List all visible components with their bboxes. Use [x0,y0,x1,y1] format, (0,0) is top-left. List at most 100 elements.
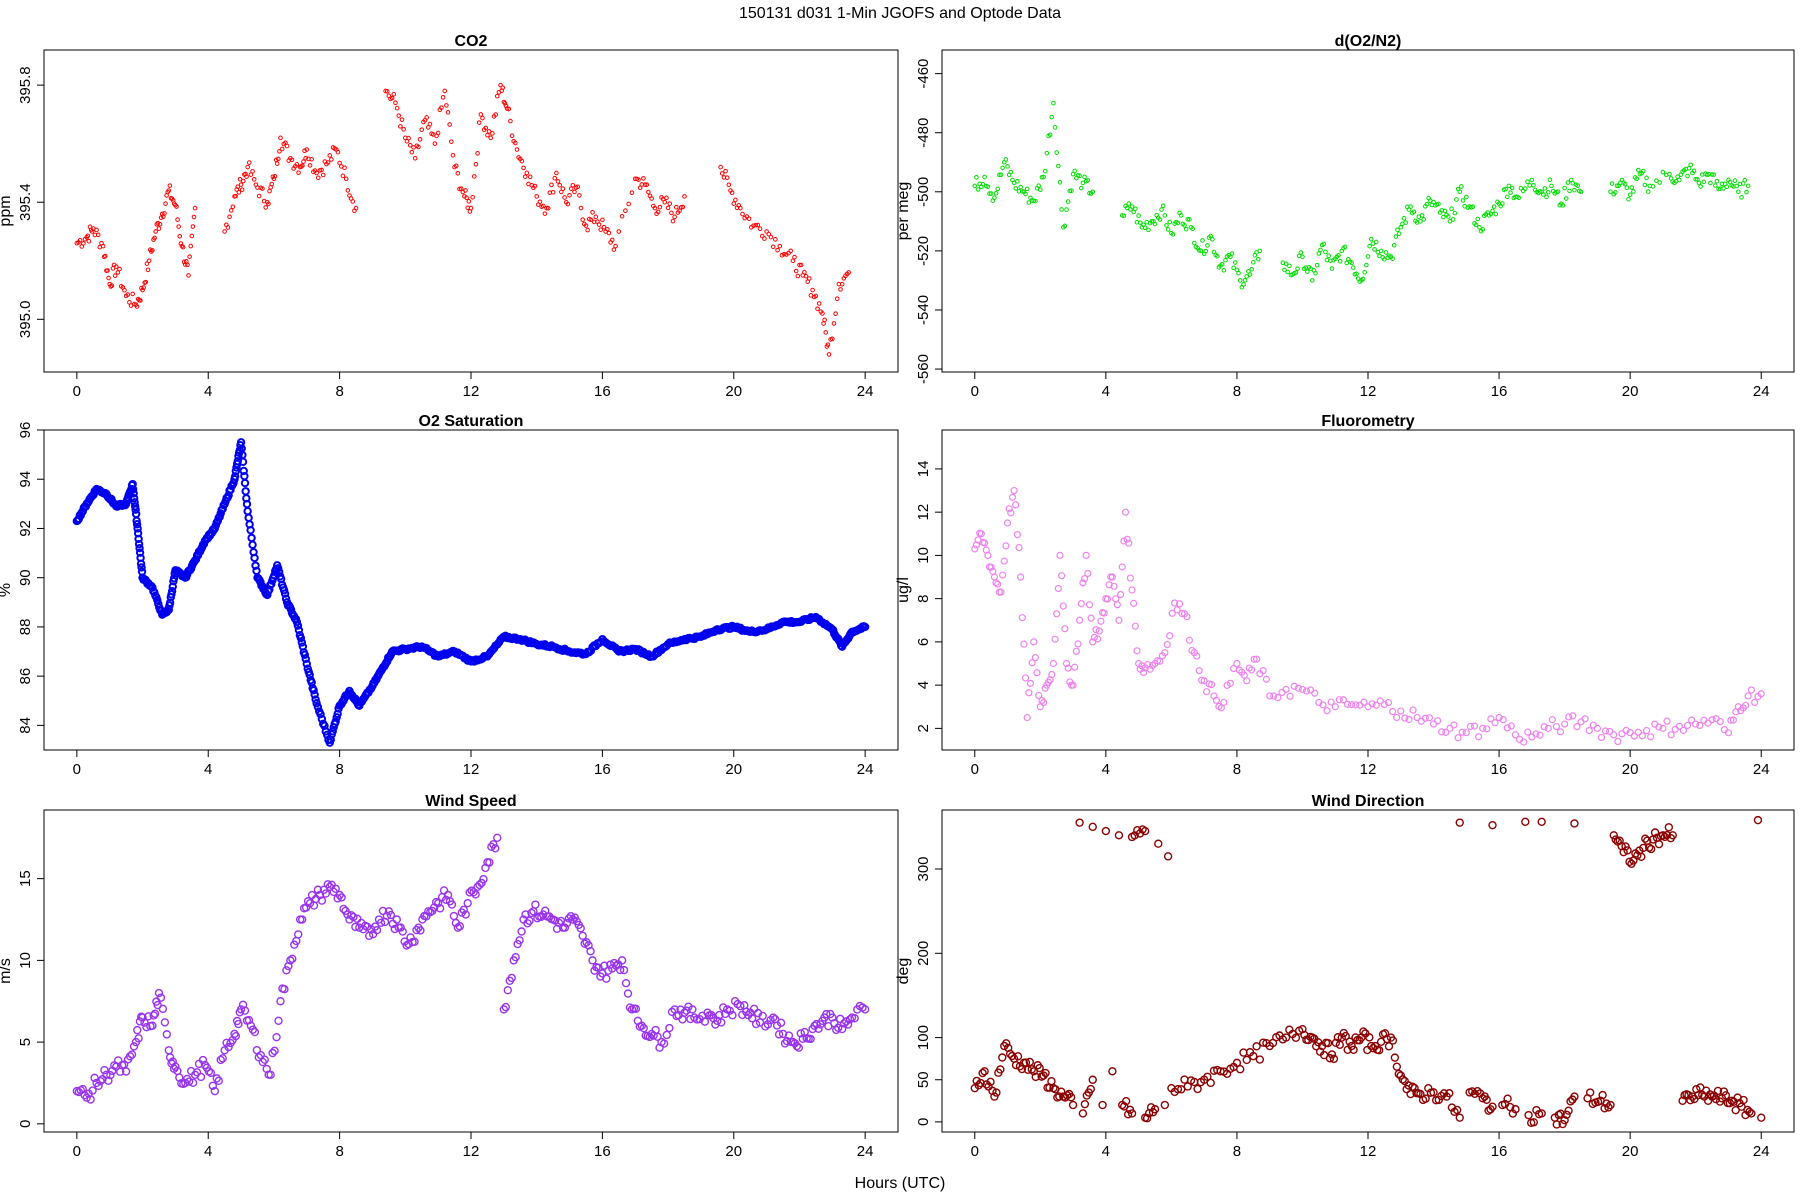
data-point [1038,696,1046,705]
data-point [988,1086,997,1096]
data-point [1161,649,1169,657]
data-point [790,258,796,264]
data-point [494,93,500,99]
data-point [240,471,249,481]
data-point [1452,1105,1462,1115]
data-point [1491,719,1499,727]
data-point [499,1005,509,1014]
data-point [1578,189,1584,195]
data-point [1167,219,1173,225]
data-point [303,897,313,906]
data-point [480,115,485,121]
data-point [593,214,599,220]
data-point [605,226,610,232]
data-point [1511,731,1520,739]
data-point [501,1002,511,1012]
data-point [412,156,418,161]
x-tick-label: 0 [971,761,979,778]
data-point [803,273,809,279]
data-point [372,926,382,935]
data-point [174,204,179,209]
data-point [1031,1072,1040,1082]
data-point [1560,1115,1569,1125]
x-tick-label: 12 [463,1143,480,1160]
data-point [1008,169,1014,175]
data-point [1509,185,1515,191]
data-point [1229,251,1235,256]
data-point [297,915,307,924]
data-point [1025,689,1033,697]
data-point [1159,207,1164,212]
data-point [611,247,617,252]
data-point [1380,700,1388,709]
data-point [1027,1065,1036,1074]
data-point [1687,716,1696,724]
data-point [1398,224,1404,230]
data-point [978,1068,987,1078]
data-point [552,175,558,181]
data-point [1570,819,1579,828]
x-tick-label: 20 [725,383,742,400]
data-point [1629,185,1635,190]
data-point [1384,698,1393,707]
data-point [1311,689,1319,697]
data-point [248,540,257,550]
data-point [1013,530,1021,539]
data-point [1585,1088,1595,1097]
data-point [319,167,324,173]
data-point [463,188,468,193]
data-point [1663,717,1671,725]
data-point [669,210,674,216]
data-point [470,194,475,200]
data-point [1724,729,1733,737]
data-point [1250,655,1258,663]
data-point [1142,1114,1152,1123]
data-point [312,699,321,708]
data-point [1139,668,1148,677]
y-tick-label: 92 [17,520,34,537]
data-point [615,965,625,975]
data-point [1477,224,1482,230]
data-point [278,135,283,141]
data-point [665,205,671,211]
data-point [1058,572,1066,580]
data-point [165,1053,175,1062]
data-point [1532,730,1540,738]
data-point [1059,602,1067,610]
y-tick-label: -480 [915,118,932,148]
x-tick-label: 12 [463,761,480,778]
data-point [1200,677,1208,685]
data-point [828,1013,837,1022]
data-point [1173,1085,1183,1094]
data-point [390,924,399,934]
data-point [1625,857,1634,867]
data-point [1458,728,1466,736]
data-point [781,251,787,257]
data-series [72,833,870,1104]
y-tick-label: -500 [915,177,932,207]
data-point [246,525,255,535]
y-axis-label: deg [895,958,912,985]
data-point [577,193,582,198]
data-point [974,174,979,180]
x-tick-label: 24 [857,383,874,400]
data-point [1326,253,1331,259]
data-point [792,254,797,260]
data-point [1069,188,1074,194]
data-point [1421,217,1427,222]
data-point [1195,667,1203,675]
data-point [560,923,570,932]
data-point [990,573,999,581]
data-point [1573,723,1581,731]
data-point [542,211,548,216]
data-point [1593,724,1601,732]
y-tick-label: 14 [915,461,932,478]
data-point [233,456,242,466]
y-tick-label: 86 [17,668,34,685]
data-point [1713,183,1718,188]
data-point [1075,818,1084,827]
data-point [479,875,488,884]
data-point [567,192,572,198]
data-point [310,690,319,699]
data-point [134,539,144,549]
